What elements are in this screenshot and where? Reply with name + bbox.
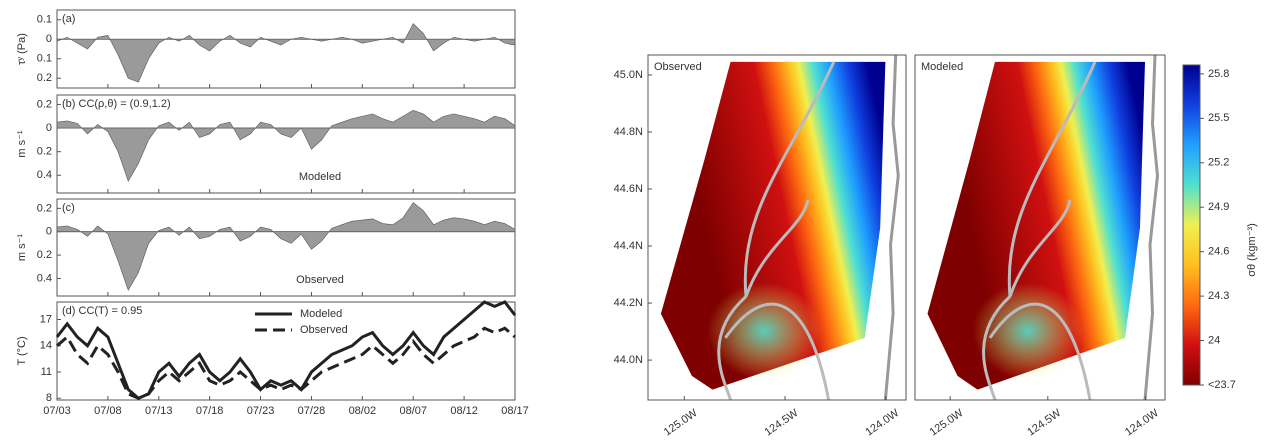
annotation: Modeled [299,171,341,183]
colorbar-tick-label: 25.2 [1208,157,1229,169]
map-frame [647,54,907,401]
y-tick-label: 44.8N [614,126,643,138]
x-tick-label: 07/08 [94,405,122,417]
panel-frame [56,9,516,89]
map-frame [914,54,1166,401]
y-tick-label: 0.2 [37,98,52,110]
y-tick-label: 45.0N [614,69,643,81]
isobath [988,302,1092,401]
panel-frame [56,198,516,297]
y-tick-label: 0 [46,122,52,134]
panel-frame [56,94,516,194]
x-tick-label: 07/23 [247,405,275,417]
isobath [982,295,1012,401]
y-tick-label: 0.1 [37,53,52,65]
area [56,202,516,291]
y-tick-label: 0.4 [37,169,52,181]
area [56,23,516,83]
coastline [1143,54,1160,401]
y-axis-label: m s⁻¹ [16,130,28,158]
colorbar-tick-label: 25.5 [1208,112,1229,124]
coastline [883,54,900,401]
panel-title: (c) [62,202,75,214]
isobath [724,302,831,401]
colorbar-tick-label: 25.8 [1208,68,1229,80]
map-title: Modeled [921,61,963,73]
y-tick-label: 0 [46,226,52,238]
y-axis-label: T (°C) [16,336,28,365]
line [56,326,516,400]
line [55,300,517,400]
density-field-shoal [707,282,821,380]
isobath [743,61,836,297]
density-field-shoal [972,282,1083,380]
isobath [1007,61,1097,297]
x-tick-label: 07/18 [196,405,224,417]
y-tick-label: 0 [46,33,52,45]
x-tick-label: 07/28 [298,405,326,417]
colorbar-tick-label: 24.3 [1208,290,1229,302]
y-tick-label: 0.4 [37,272,52,284]
y-tick-label: 11 [41,366,52,378]
y-tick-label: 0.2 [37,72,52,84]
y-axis-label: τʸ (Pa) [16,33,28,65]
x-tick-label: 08/17 [501,405,529,417]
y-tick-label: 44.0N [614,354,643,366]
x-tick-label: 125.0W [662,407,700,439]
panel-title: (a) [62,13,75,25]
x-tick-label: 125.0W [928,407,966,439]
panel-title: (d) CC(T) = 0.95 [62,305,142,317]
legend-label: Modeled [300,308,342,320]
y-tick-label: 17 [40,313,52,325]
area [56,110,516,182]
colorbar-tick-label: 24.6 [1208,246,1229,258]
legend-label: Observed [300,324,348,336]
isobath [717,295,748,401]
x-tick-label: 124.5W [763,407,801,439]
y-tick-label: 0.2 [37,146,52,158]
y-tick-label: 8 [46,392,52,404]
map-title: Observed [654,61,702,73]
panel-title: (b) CC(ρ,θ) = (0.9,1.2) [62,98,171,110]
colorbar-tick-label: 24.9 [1208,201,1229,213]
x-tick-label: 124.5W [1025,407,1063,439]
y-tick-label: 44.4N [614,240,643,252]
x-tick-label: 07/13 [145,405,173,417]
y-tick-label: 14 [40,340,52,352]
y-tick-label: 0.2 [37,202,52,214]
colorbar-tick-label: 24 [1208,334,1220,346]
x-tick-label: 124.0W [863,407,901,439]
colorbar [1182,64,1201,386]
x-tick-label: 07/03 [43,405,71,417]
annotation: Observed [296,274,344,286]
y-tick-label: 0.1 [37,14,52,26]
y-axis-label: m s⁻¹ [16,234,28,262]
x-tick-label: 08/07 [399,405,427,417]
x-tick-label: 124.0W [1123,407,1161,439]
y-tick-label: 44.6N [614,183,643,195]
x-tick-label: 08/12 [450,405,478,417]
x-tick-label: 08/02 [349,405,377,417]
panel-frame [56,301,516,401]
colorbar-label: σθ (kgm⁻³) [1246,223,1258,277]
y-tick-label: 0.2 [37,249,52,261]
colorbar-tick-label: <23.7 [1208,379,1236,391]
y-tick-label: 44.2N [614,297,643,309]
